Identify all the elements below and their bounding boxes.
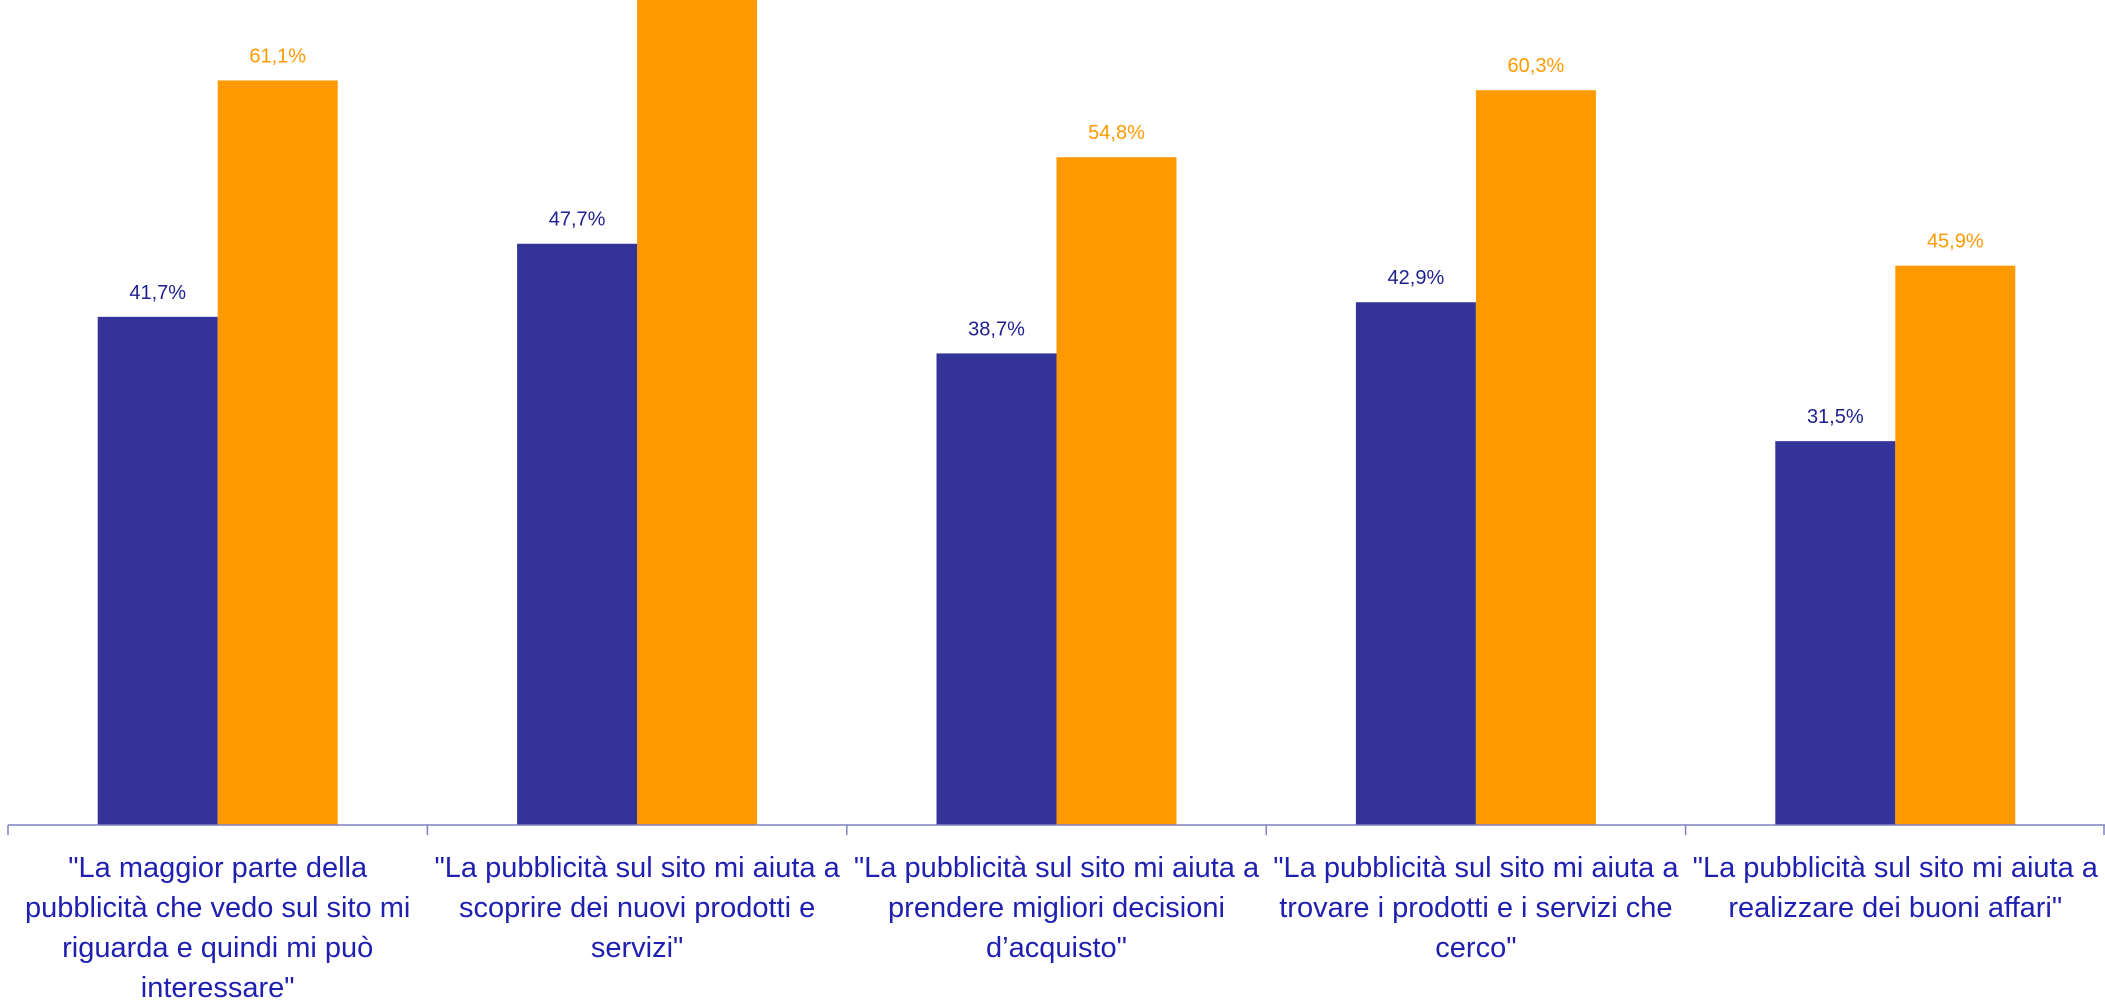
category-label-5: "La pubblicità sul sito mi aiuta a reali… bbox=[1692, 852, 2098, 924]
bar-series2-cat1 bbox=[217, 80, 338, 825]
bar-series2-cat5 bbox=[1895, 265, 2016, 825]
value-label-series2-cat3: 54,8% bbox=[1088, 122, 1145, 144]
value-label-series1-cat4: 42,9% bbox=[1388, 267, 1445, 289]
bars-group bbox=[97, 0, 2016, 826]
bar-series1-cat2 bbox=[517, 243, 638, 825]
value-label-series1-cat3: 38,7% bbox=[968, 318, 1025, 340]
value-label-series1-cat1: 41,7% bbox=[129, 282, 186, 304]
value-label-series1-cat2: 47,7% bbox=[549, 209, 606, 231]
value-label-series2-cat5: 45,9% bbox=[1927, 231, 1984, 253]
value-labels-group: 41,7%61,1%47,7%68,5%38,7%54,8%42,9%60,3%… bbox=[129, 45, 1984, 428]
bar-series1-cat1 bbox=[97, 316, 218, 825]
value-label-series2-cat1: 61,1% bbox=[249, 45, 306, 67]
bar-series1-cat3 bbox=[936, 353, 1057, 825]
bar-series2-cat3 bbox=[1056, 157, 1177, 826]
bar-series1-cat5 bbox=[1775, 441, 1896, 825]
category-label-3: "La pubblicità sul sito mi aiuta a prend… bbox=[853, 852, 1260, 964]
bar-series1-cat4 bbox=[1355, 302, 1476, 825]
bar-series2-cat4 bbox=[1475, 90, 1596, 826]
x-axis bbox=[7, 824, 2105, 835]
value-label-series2-cat4: 60,3% bbox=[1508, 55, 1565, 77]
category-label-4: "La pubblicità sul sito mi aiuta a trova… bbox=[1273, 852, 1679, 964]
category-label-1: "La maggior parte della pubblicità che v… bbox=[25, 852, 411, 1004]
value-label-series1-cat5: 31,5% bbox=[1807, 406, 1864, 428]
bar-series2-cat2 bbox=[637, 0, 758, 826]
category-label-2: "La pubblicità sul sito mi aiuta a scopr… bbox=[434, 852, 840, 964]
